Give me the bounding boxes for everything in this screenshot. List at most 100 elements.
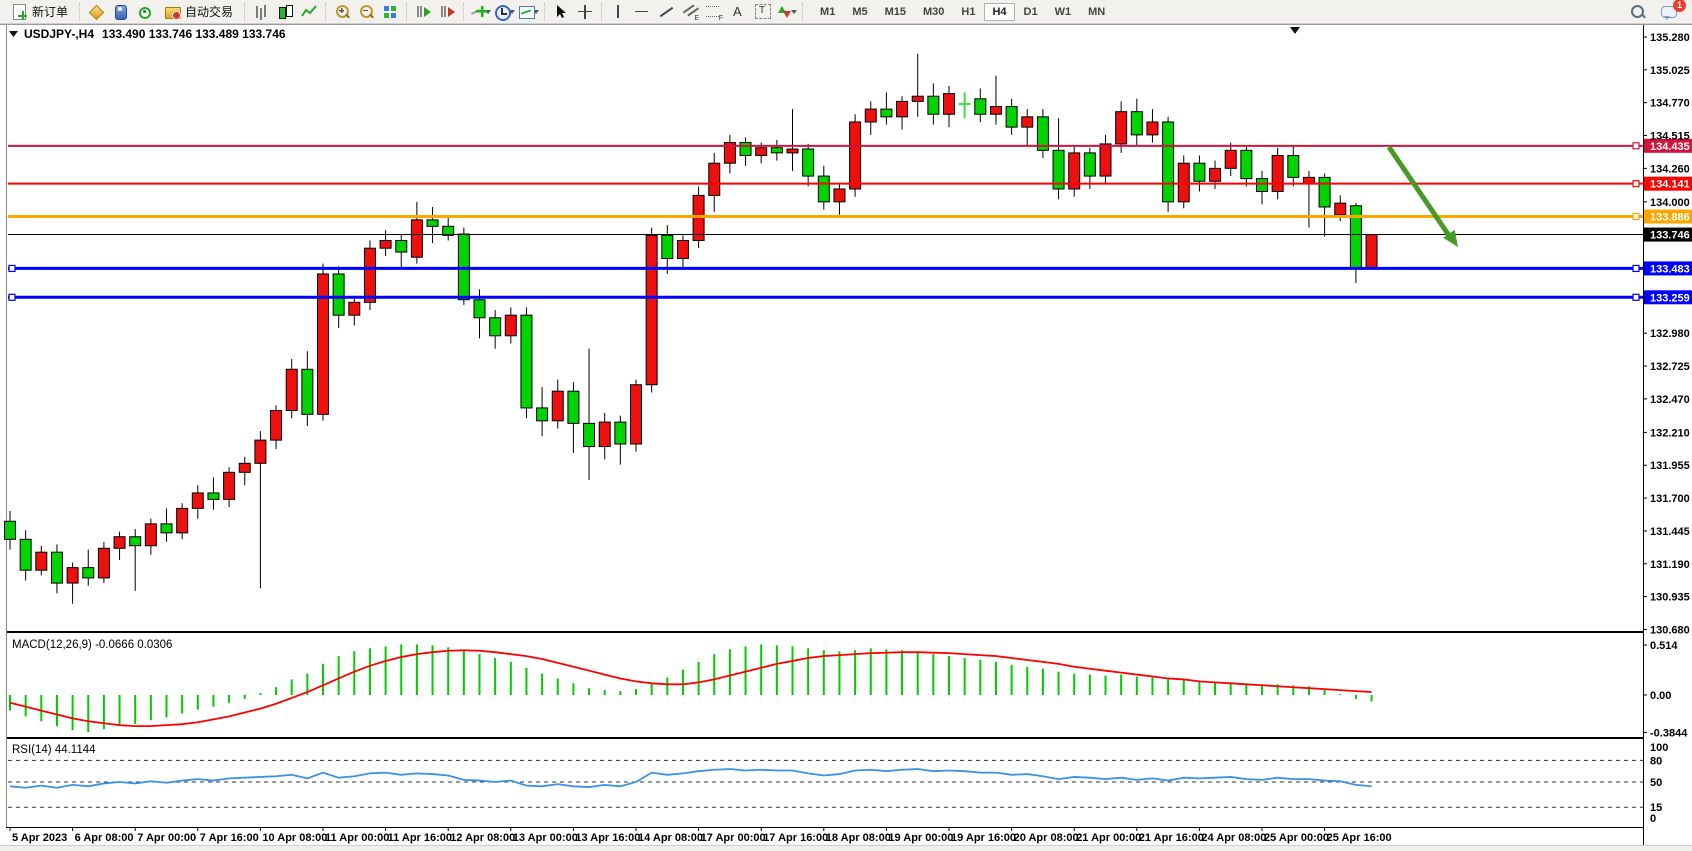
candle: [35, 551, 48, 571]
vertical-line-tool-button[interactable]: [607, 1, 629, 23]
candle: [880, 108, 893, 118]
candlestick-mode-button[interactable]: [274, 1, 296, 23]
candle: [395, 239, 408, 253]
timeframe-button-M15[interactable]: M15: [884, 5, 906, 18]
timeframe-button-M30[interactable]: M30: [923, 5, 945, 18]
trendline-tool-button[interactable]: [655, 1, 677, 23]
chart-canvas[interactable]: 134.435 134.141 133.886 133.483 133.259 133.7…: [0, 24, 1692, 845]
price-tick-label: 131.955: [1650, 460, 1690, 472]
horizontal-line-tool-button[interactable]: [631, 1, 653, 23]
price-line-label: 133.483: [1650, 263, 1690, 275]
line-handle[interactable]: [1632, 264, 1640, 273]
current-price-label-box: [1644, 227, 1692, 242]
indicators-button[interactable]: [469, 1, 492, 23]
chevron-down-icon: [791, 9, 798, 14]
price-tick-label: 130.680: [1650, 624, 1690, 636]
signals-button[interactable]: [133, 1, 155, 23]
candle: [207, 492, 220, 500]
timeframe-button-D1[interactable]: D1: [1023, 5, 1038, 18]
time-axis-label: 21 Apr 16:00: [1139, 832, 1204, 844]
equidistant-channel-icon: [681, 3, 699, 22]
timeframe-button-M1[interactable]: M1: [820, 5, 836, 18]
time-axis-label: 18 Apr 08:00: [826, 832, 891, 844]
price-tick-label: 134.770: [1650, 98, 1690, 110]
timeframe-button-H1[interactable]: H1: [961, 5, 976, 18]
trend-arrow-head[interactable]: [1443, 229, 1458, 247]
candle: [363, 247, 376, 303]
periods-button[interactable]: [493, 1, 516, 23]
timeframe-button-MN[interactable]: MN: [1088, 5, 1106, 18]
timeframe-button-W1[interactable]: W1: [1054, 5, 1072, 18]
market-watch-button[interactable]: [85, 1, 107, 23]
chevron-down-icon: [533, 9, 540, 14]
price-tick-label: 132.980: [1650, 328, 1690, 340]
auto-scroll-button[interactable]: [412, 1, 434, 23]
arrows-tool-button[interactable]: [775, 1, 798, 23]
candle: [1271, 154, 1284, 193]
cursor-tool-button[interactable]: [550, 1, 572, 23]
bar-chart-mode-button[interactable]: [250, 1, 272, 23]
notifications-button[interactable]: 1: [1658, 0, 1686, 23]
time-axis-label: 25 Apr 16:00: [1327, 832, 1392, 844]
price-line-label: 133.886: [1650, 212, 1690, 224]
tile-windows-button[interactable]: [379, 1, 401, 23]
zoom-in-button[interactable]: [331, 1, 353, 23]
chart-background: [0, 24, 1692, 845]
templates-button[interactable]: [517, 1, 540, 23]
candle: [833, 188, 846, 203]
chart-shift-button[interactable]: [436, 1, 458, 23]
channel-tool-button[interactable]: [679, 1, 701, 23]
line-handle[interactable]: [1632, 180, 1640, 188]
line-handle[interactable]: [8, 293, 16, 301]
text-tool-button[interactable]: [727, 1, 749, 23]
price-tick-label: 130.935: [1650, 592, 1690, 604]
candle: [817, 175, 830, 203]
candle: [1240, 149, 1253, 180]
price-tick-label: 134.000: [1650, 197, 1690, 209]
label-tool-button[interactable]: [751, 1, 773, 23]
candle: [426, 219, 439, 227]
candle: [1334, 202, 1347, 216]
rsi-line: [9, 768, 1372, 789]
candle: [160, 523, 173, 534]
toolbar-separator: [325, 2, 327, 21]
candle: [896, 100, 909, 118]
candle: [97, 547, 110, 579]
timeframe-button-H4[interactable]: H4: [984, 2, 1015, 21]
time-axis-label: 6 Apr 08:00: [75, 832, 134, 844]
text-label-icon: [753, 3, 772, 21]
time-axis-label: 19 Apr 16:00: [951, 832, 1016, 844]
rsi-axis-label: 50: [1650, 777, 1662, 789]
timeframe-button-M5[interactable]: M5: [852, 5, 868, 18]
line-handle[interactable]: [1632, 293, 1640, 301]
line-handle[interactable]: [1632, 142, 1640, 150]
search-button[interactable]: [1626, 1, 1648, 23]
chevron-down-icon: [485, 9, 492, 14]
candle: [755, 147, 768, 156]
line-handle[interactable]: [8, 264, 16, 273]
line-handle[interactable]: [1632, 212, 1640, 221]
zoom-out-button[interactable]: [355, 1, 377, 23]
candle: [676, 239, 689, 260]
chart-menu-icon[interactable]: [9, 31, 18, 37]
price-line-label: 133.259: [1650, 292, 1690, 304]
crosshair-icon: [576, 3, 594, 21]
time-axis-label: 12 Apr 08:00: [450, 832, 515, 844]
price-line-label-box: [1644, 138, 1692, 153]
new-order-button[interactable]: 新订单: [4, 1, 74, 23]
fibonacci-tool-button[interactable]: [703, 1, 725, 23]
cursor-icon: [557, 4, 567, 18]
chart-window[interactable]: 134.435 134.141 133.886 133.483 133.259 133.7…: [0, 24, 1692, 851]
crosshair-tool-button[interactable]: [574, 1, 596, 23]
time-axis-label: 21 Apr 00:00: [1076, 832, 1141, 844]
chevron-down-icon: [509, 9, 516, 14]
candle: [1115, 111, 1128, 145]
line-chart-mode-button[interactable]: [298, 1, 320, 23]
data-window-button[interactable]: [109, 1, 131, 23]
search-icon: [1628, 3, 1646, 21]
macd-axis-label: 0.514: [1650, 640, 1678, 652]
auto-trading-button[interactable]: 自动交易: [157, 1, 239, 23]
price-tick-label: 135.025: [1650, 65, 1690, 77]
toolbar-separator: [463, 2, 465, 21]
trend-arrow-shaft[interactable]: [1386, 145, 1455, 242]
